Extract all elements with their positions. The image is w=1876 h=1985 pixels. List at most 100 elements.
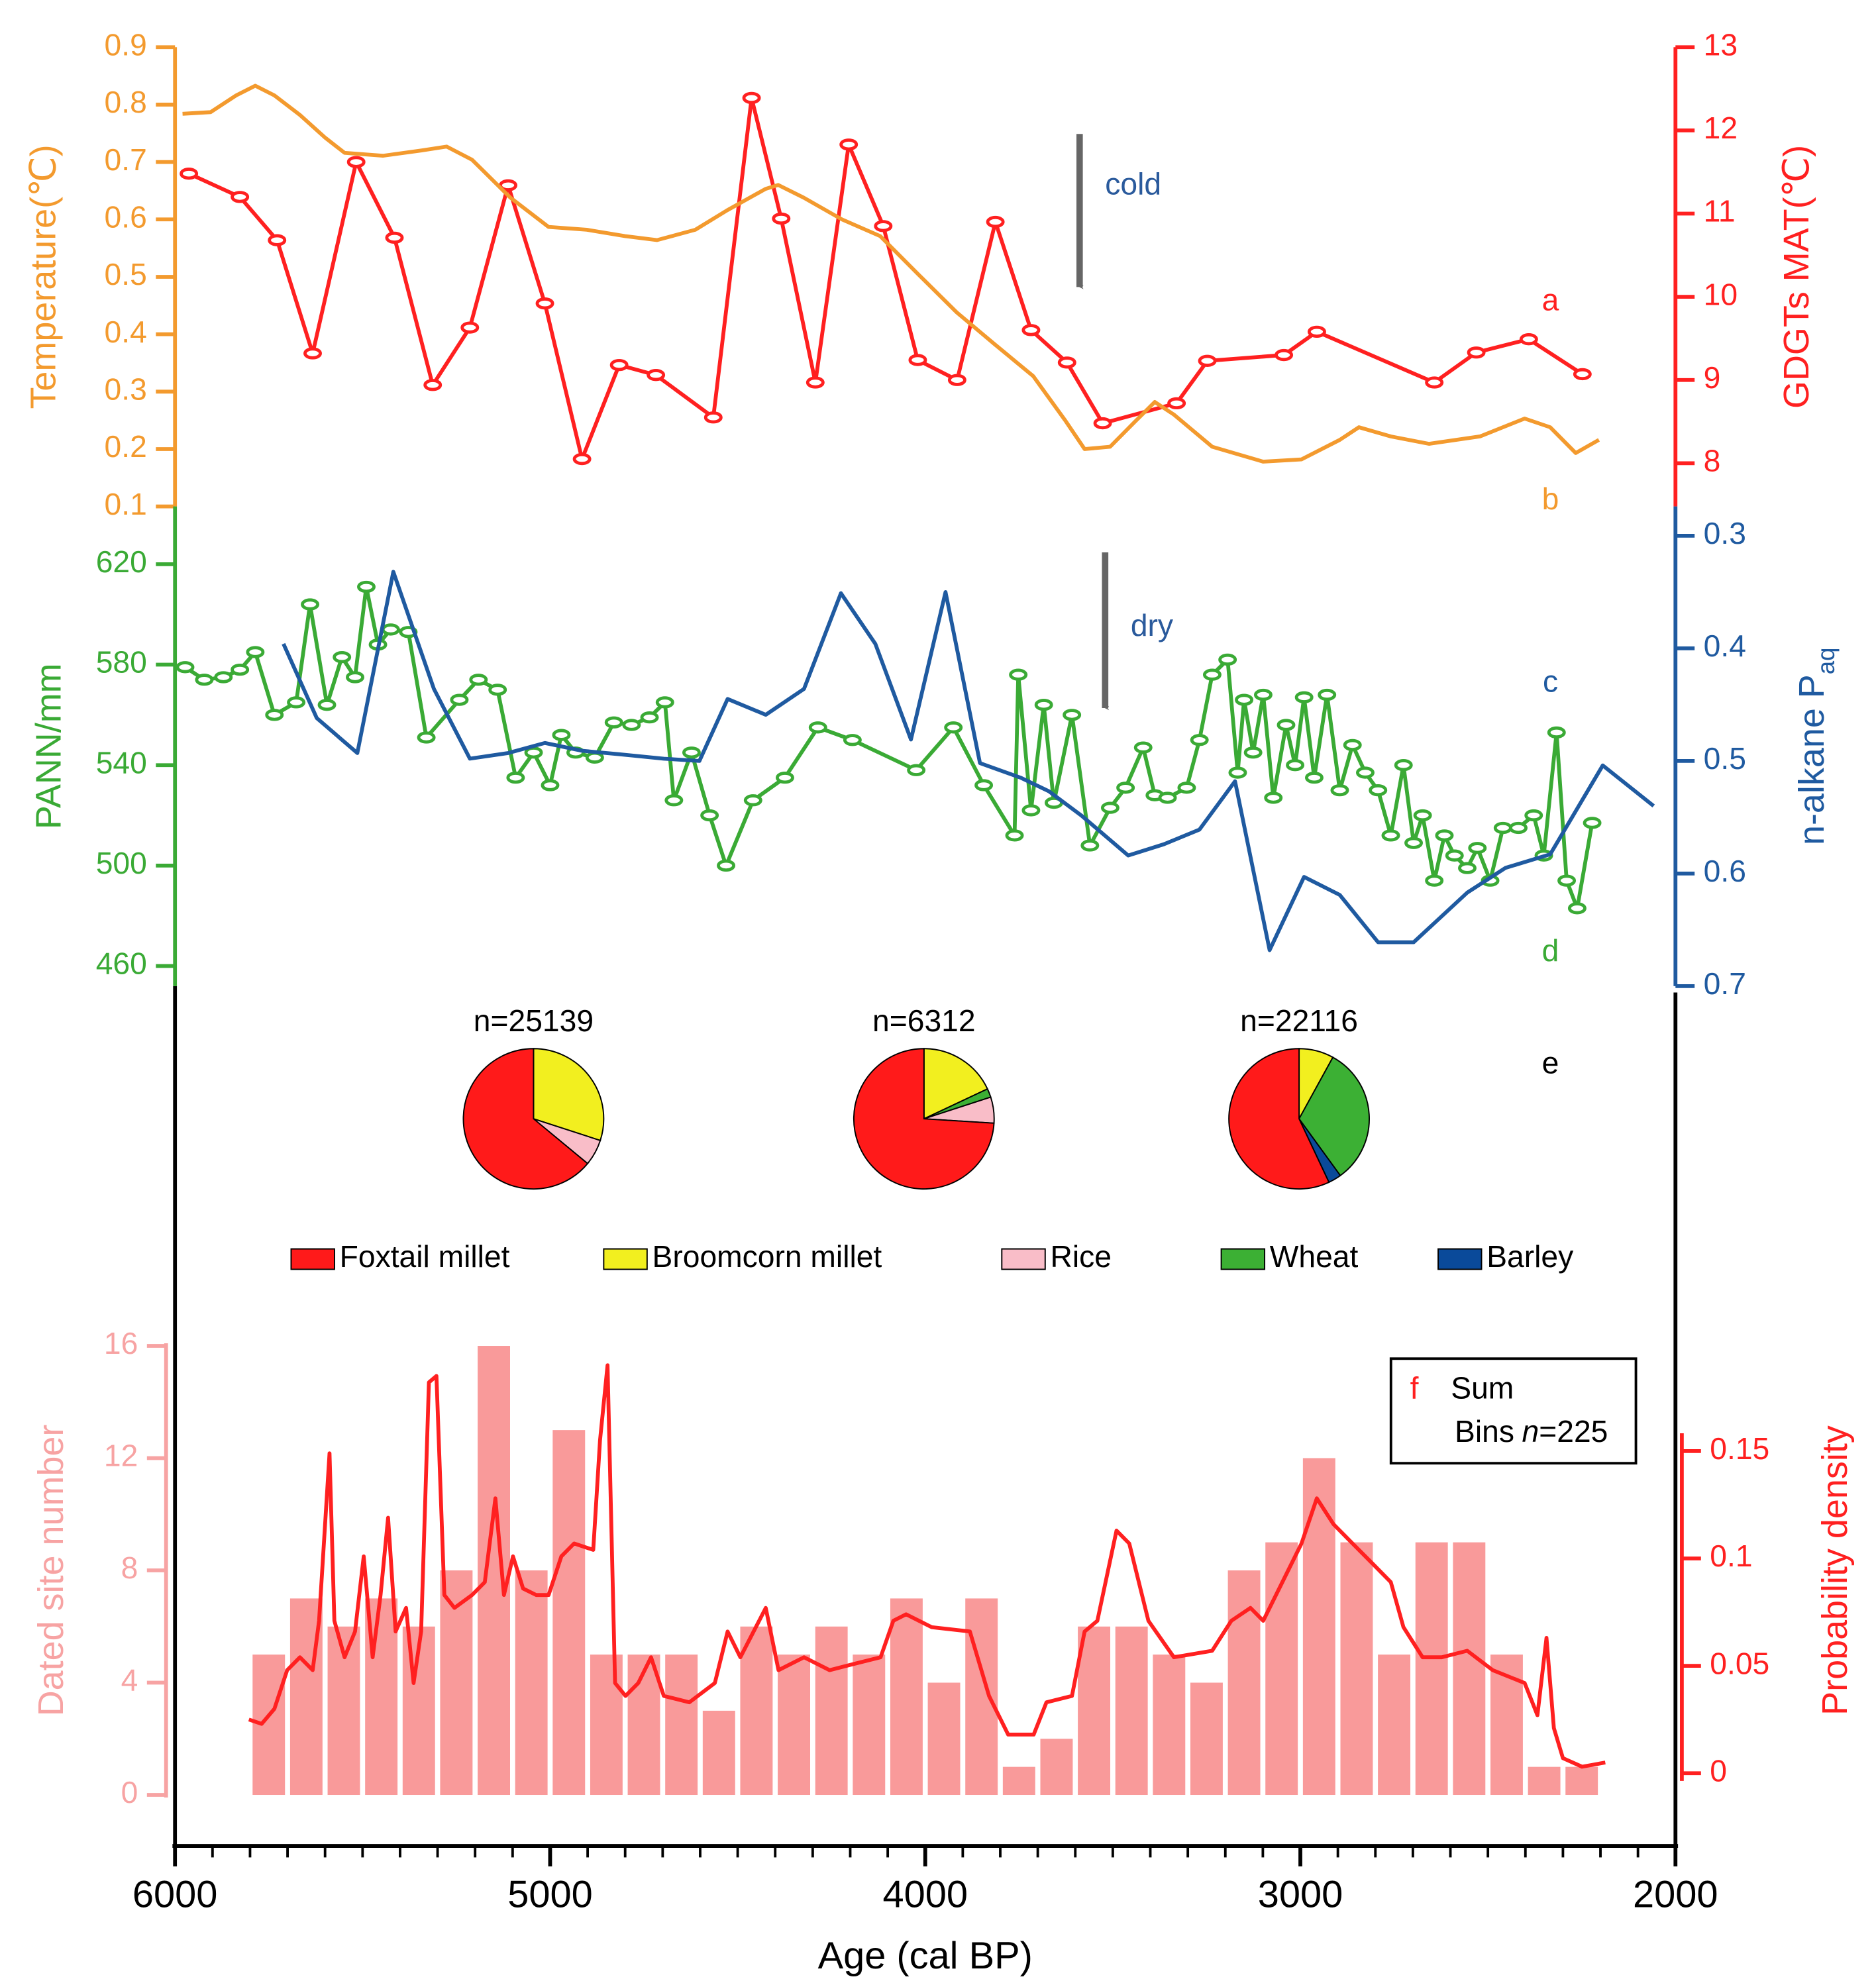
x-tick-label: 6000 [132,1873,218,1915]
y2-tick-label: 0.3 [1704,516,1746,550]
legend-entry: Sum [1451,1371,1514,1405]
bar [740,1626,773,1796]
y2-tick-label: 0.1 [1710,1539,1752,1573]
label-sub: aq [1812,648,1840,675]
point-marker [287,696,306,709]
y-axis-label: PANN/mm [29,663,69,829]
point-marker [947,374,966,386]
bar [1227,1570,1261,1796]
point-marker [1467,346,1486,359]
point-marker [1425,874,1444,887]
point-marker [908,354,927,366]
point-marker [1116,782,1135,794]
legend-label: Wheat [1270,1239,1359,1274]
bar [853,1654,886,1796]
label-text: GDGTs MAT(℃) [1777,145,1816,409]
label-text: PANN/mm [29,663,69,829]
y2-tick-label: 0.05 [1710,1646,1769,1680]
bar [515,1570,548,1796]
pie-slice [462,1048,589,1190]
y2-tick-label: 0.4 [1704,629,1746,663]
y-tick-label: 12 [104,1439,138,1473]
point-marker [303,347,322,360]
point-marker [1158,791,1177,804]
y-tick-label: 460 [96,946,147,981]
y-tick-label: 8 [121,1551,138,1585]
bar [965,1598,998,1796]
point-marker [1567,902,1587,915]
panel-label: f [1410,1371,1419,1405]
y2-axis-label: n-alkane Paq [1792,648,1840,845]
point-marker [1381,829,1400,842]
point-marker [1557,874,1577,887]
legend-note: Bins n=225 [1455,1414,1608,1449]
y-tick-label: 500 [96,846,147,880]
point-marker [1080,839,1100,852]
point-marker [1404,837,1423,849]
series-line [282,570,1655,952]
y2-tick-label: 8 [1704,444,1721,478]
point-marker [535,297,554,310]
series-line [248,1363,1606,1769]
y-tick-label: 0.7 [105,142,147,177]
point-marker [1435,829,1454,842]
point-marker [1275,348,1294,362]
y2-tick-label: 0.7 [1704,966,1746,1001]
annotation: cold [1105,166,1161,201]
point-marker [585,751,604,764]
point-marker [944,721,963,734]
y-tick-label: 0.5 [105,257,147,291]
pie-slice [853,1048,995,1190]
x-tick-label: 3000 [1258,1873,1343,1915]
point-marker [742,91,761,105]
point-marker [214,671,233,684]
point-marker [1413,809,1432,822]
point-marker [640,711,659,724]
point-marker [417,731,436,744]
point-marker [1286,759,1305,772]
y-tick-label: 580 [96,645,147,680]
y-tick-label: 4 [121,1663,138,1698]
point-marker [907,764,926,776]
y-tick-label: 0.1 [105,487,147,521]
bar [590,1654,623,1796]
legend-label: Barley [1486,1239,1574,1274]
point-marker [1547,726,1566,739]
note-text: n [1522,1414,1539,1449]
series-line [183,585,1594,911]
bar [890,1598,923,1796]
point-marker [1021,804,1041,817]
legend-swatch [1220,1248,1266,1270]
bar [252,1654,286,1796]
note-text: =225 [1539,1414,1608,1449]
pie-slice [1228,1048,1330,1190]
y-axis-label: Dated site number [31,1425,71,1717]
y-tick-label: 16 [104,1326,138,1360]
bar [815,1626,848,1796]
point-marker [195,674,214,686]
point-marker [609,358,629,372]
series-line [182,83,1600,464]
y2-tick-label: 9 [1704,360,1721,395]
point-marker [1264,791,1283,804]
point-marker [874,220,893,232]
pie-label: n=22116 [1240,1003,1358,1038]
point-marker [506,772,525,784]
x-tick-label: 2000 [1633,1873,1718,1915]
point-marker [1009,668,1028,681]
legend-label: Foxtail millet [340,1239,510,1274]
point-marker [1524,809,1543,822]
point-marker [604,716,623,729]
bar [778,1654,811,1796]
bar [1490,1654,1523,1796]
point-marker [775,772,794,784]
bar [1190,1682,1223,1796]
label-text: Dated site number [31,1425,71,1717]
point-marker [381,623,400,636]
y2-axis-label: Probability density [1815,1425,1855,1715]
bar [1378,1654,1411,1796]
bar [1040,1739,1073,1796]
pie-slice [923,1048,988,1120]
point-marker [460,321,480,334]
